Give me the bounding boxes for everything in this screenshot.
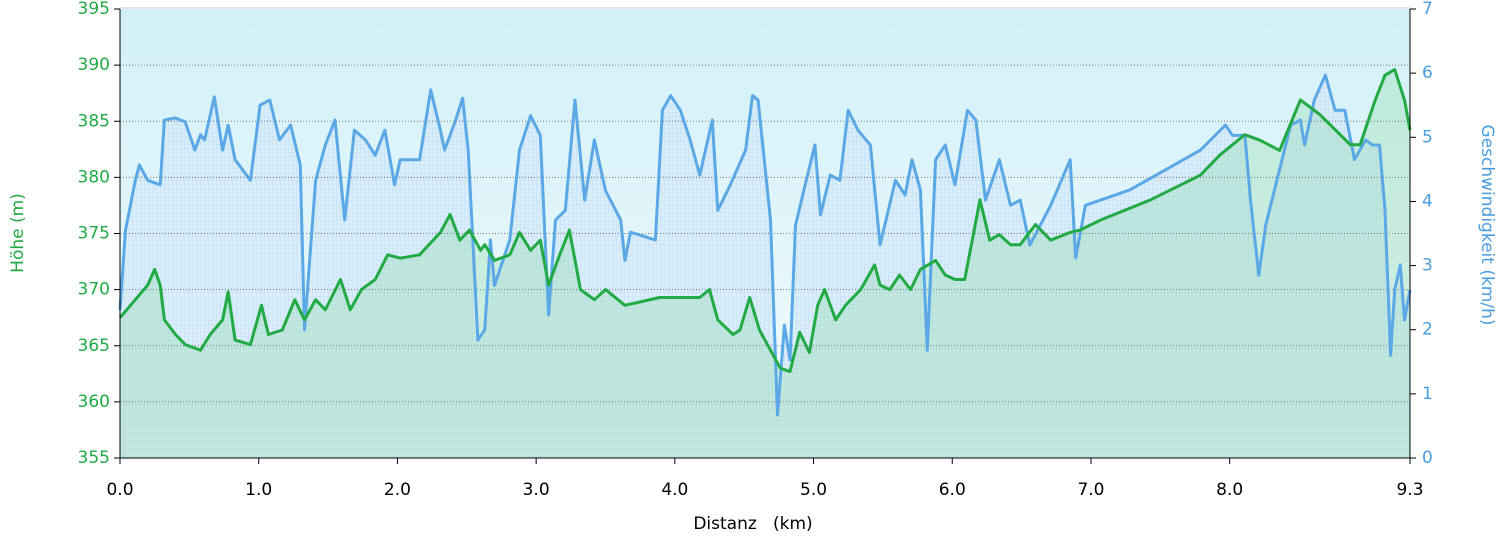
y-tick-label: 355 [78, 448, 110, 468]
y2-tick-label: 0 [1422, 448, 1433, 468]
y-tick-label: 365 [78, 336, 110, 356]
x-tick-label: 4.0 [661, 480, 688, 500]
y2-tick-label: 4 [1422, 191, 1433, 211]
x-tick-label: 3.0 [523, 480, 550, 500]
y-tick-label: 380 [78, 167, 110, 187]
x-tick-label: 6.0 [939, 480, 966, 500]
area [120, 75, 1410, 458]
y2-axis-label: Geschwindigkeit (km/h) [1477, 125, 1497, 326]
y-axis-label: Höhe (m) [8, 193, 28, 273]
line [118, 68, 1412, 374]
x-tick-label: 7.0 [1077, 480, 1104, 500]
x-axis-label: Distanz (km) [693, 514, 812, 534]
line [118, 73, 1412, 417]
x-tick-label: 0.0 [106, 480, 133, 500]
y2-tick-label: 5 [1422, 127, 1433, 147]
y-tick-label: 395 [78, 0, 110, 19]
x-tick-label: 9.3 [1396, 480, 1423, 500]
y2-tick-label: 7 [1422, 0, 1433, 19]
x-tick-label: 8.0 [1216, 480, 1243, 500]
y2-tick-label: 3 [1422, 256, 1433, 276]
y2-tick-label: 6 [1422, 63, 1433, 83]
y-tick-label: 390 [78, 55, 110, 75]
y-tick-label: 370 [78, 280, 110, 300]
y2-tick-label: 1 [1422, 384, 1433, 404]
y-tick-label: 385 [78, 111, 110, 131]
y-tick-label: 375 [78, 224, 110, 244]
y2-tick-label: 2 [1422, 320, 1433, 340]
x-tick-label: 1.0 [245, 480, 272, 500]
y-tick-label: 360 [78, 392, 110, 412]
x-tick-label: 2.0 [384, 480, 411, 500]
x-tick-label: 5.0 [800, 480, 827, 500]
area [120, 69, 1410, 458]
